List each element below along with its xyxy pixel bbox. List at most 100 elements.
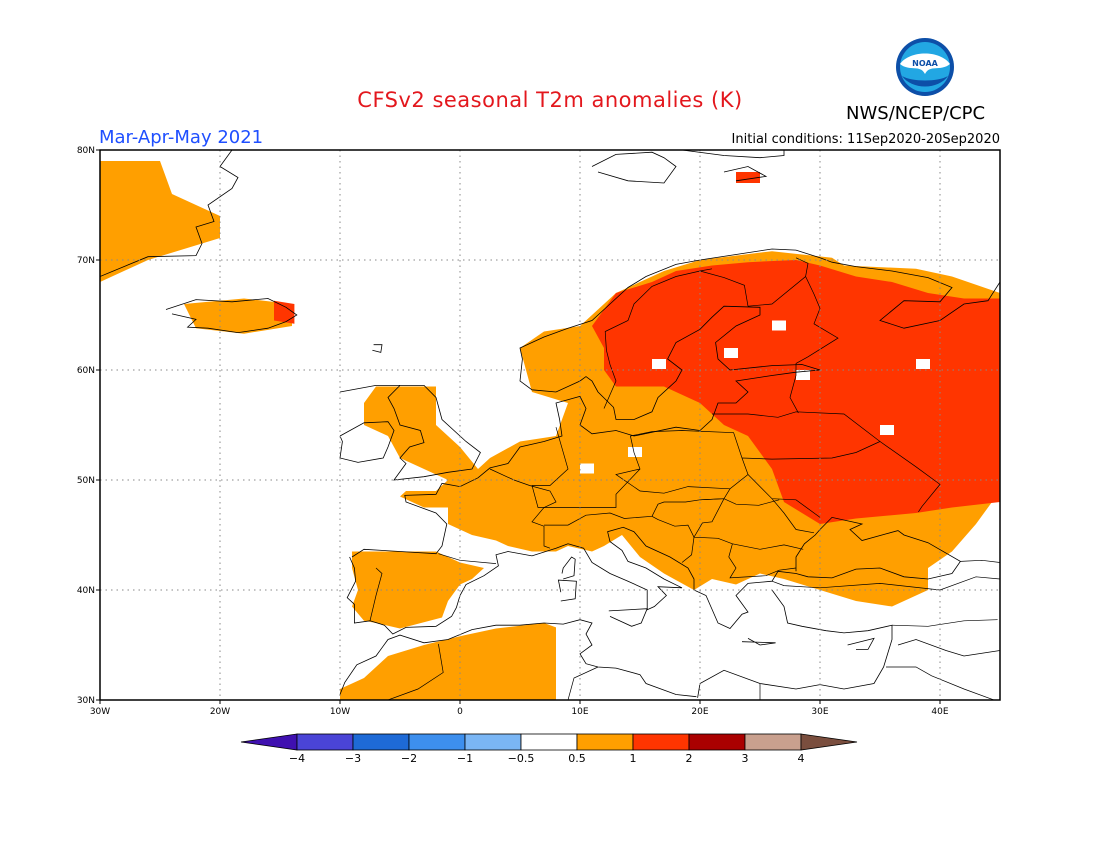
coastline-segment xyxy=(681,150,785,159)
country-border xyxy=(567,666,599,700)
lat-tick-label: 80N xyxy=(77,146,95,156)
colorbar-level-label: −4 xyxy=(289,752,305,765)
country-border xyxy=(747,474,821,518)
coastline-segment xyxy=(567,516,961,629)
country-border xyxy=(712,411,881,460)
colorbar-level-label: −0.5 xyxy=(508,752,535,765)
colorbar-segment xyxy=(632,733,690,751)
anomaly-gap xyxy=(580,463,594,474)
colorbar-level-label: −1 xyxy=(457,752,473,765)
colorbar-level-label: −2 xyxy=(401,752,417,765)
country-border xyxy=(795,276,839,364)
anomaly-region-0.5-1 xyxy=(100,161,220,282)
anomaly-gap xyxy=(916,359,930,369)
country-border xyxy=(651,515,695,563)
logo-text: NOAA xyxy=(912,59,938,68)
anomaly-gap xyxy=(880,425,894,435)
colorbar-segment xyxy=(800,733,858,751)
colorbar-segment xyxy=(520,733,578,751)
country-border xyxy=(960,559,1000,563)
anomaly-region-0.5-1 xyxy=(352,551,484,629)
coastlines xyxy=(100,150,1000,700)
grid-lines xyxy=(100,150,1000,700)
coastline-segment xyxy=(165,298,298,334)
coastline-segment xyxy=(346,543,569,635)
country-border xyxy=(728,543,797,579)
country-border xyxy=(891,619,998,627)
colorbar-level-label: 0.5 xyxy=(568,752,586,765)
coastline-segment xyxy=(557,579,577,602)
lat-tick-label: 50N xyxy=(77,476,95,486)
country-border xyxy=(615,430,749,494)
coastline-segment xyxy=(723,166,768,182)
longitude-ticks: 30W 20W 10W 0 10E 20E 30E 40E xyxy=(90,700,949,717)
anomaly-region-1-2 xyxy=(274,300,295,324)
lat-tick-label: 70N xyxy=(77,256,95,266)
anomaly-gap xyxy=(424,507,438,518)
colorbar-segment xyxy=(744,733,802,751)
country-border xyxy=(387,643,444,700)
colorbar-level-label: 3 xyxy=(742,752,749,765)
anomaly-gap xyxy=(796,370,810,380)
coastline-segment xyxy=(339,385,481,481)
map-title: CFSv2 seasonal T2m anomalies (K) xyxy=(357,88,743,112)
colorbar: −4 −3 −2 −1 −0.5 0.5 1 2 3 4 xyxy=(240,733,858,765)
coastline-segment xyxy=(561,556,576,580)
lon-tick-label: 40E xyxy=(931,707,948,717)
lat-tick-label: 40N xyxy=(77,586,95,596)
coastline-segment xyxy=(519,248,1000,420)
coastline-segment xyxy=(741,638,776,646)
country-border xyxy=(789,363,799,414)
country-border xyxy=(886,666,996,700)
colorbar-level-label: 4 xyxy=(798,752,805,765)
country-border xyxy=(771,576,1000,591)
colorbar-level-label: 2 xyxy=(686,752,693,765)
country-border xyxy=(771,498,815,534)
country-border xyxy=(489,468,557,549)
season-label: Mar-Apr-May 2021 xyxy=(99,127,264,148)
coastline-segment xyxy=(591,151,677,184)
lat-tick-label: 30N xyxy=(77,696,95,706)
anomaly-region-0.5-1 xyxy=(184,298,292,334)
latitude-ticks: 80N 70N 60N 50N 40N 30N xyxy=(77,146,100,706)
coastline-segment xyxy=(608,608,648,627)
country-border xyxy=(879,441,941,513)
lon-tick-label: 30E xyxy=(811,707,828,717)
lon-tick-label: 20W xyxy=(210,707,230,717)
anomaly-gap xyxy=(724,348,738,358)
lon-tick-label: 30W xyxy=(90,707,110,717)
colorbar-segment xyxy=(408,733,466,751)
anomaly-gap xyxy=(772,320,786,331)
noaa-logo-icon: NOAA xyxy=(896,38,954,96)
colorbar-segment xyxy=(576,733,634,751)
anomaly-region-0.5-1 xyxy=(340,623,556,700)
lat-tick-label: 60N xyxy=(77,366,95,376)
coastline-segment xyxy=(339,619,697,698)
colorbar-segment xyxy=(352,733,410,751)
lon-tick-label: 20E xyxy=(691,707,708,717)
coastline-segment xyxy=(351,369,821,558)
colorbar-level-label: −3 xyxy=(345,752,361,765)
country-border xyxy=(897,639,1000,657)
colorbar-level-label: 1 xyxy=(630,752,637,765)
coastline-segment xyxy=(372,344,383,353)
coastline-segment xyxy=(100,150,239,277)
plot-frame xyxy=(99,149,1001,701)
map-plot-area: 80N 70N 60N 50N 40N 30N 30W 20W 10W 0 10E 20E 30E 40… xyxy=(77,146,1001,717)
coastline-segment xyxy=(697,589,893,698)
lon-tick-label: 10W xyxy=(330,707,350,717)
colorbar-segment xyxy=(296,733,354,751)
anomaly-gap xyxy=(628,447,642,457)
country-border xyxy=(531,427,641,508)
coastline-segment xyxy=(339,421,395,463)
country-border xyxy=(438,553,497,564)
lon-tick-label: 0 xyxy=(457,707,463,717)
coastline-segment xyxy=(847,637,875,650)
colorbar-segment xyxy=(464,733,522,751)
anomaly-gap xyxy=(652,359,666,369)
initial-conditions-label: Initial conditions: 11Sep2020-20Sep2020 xyxy=(731,132,1000,147)
agency-label: NWS/NCEP/CPC xyxy=(846,103,986,124)
colorbar-segment xyxy=(688,733,746,751)
lon-tick-label: 10E xyxy=(571,707,588,717)
